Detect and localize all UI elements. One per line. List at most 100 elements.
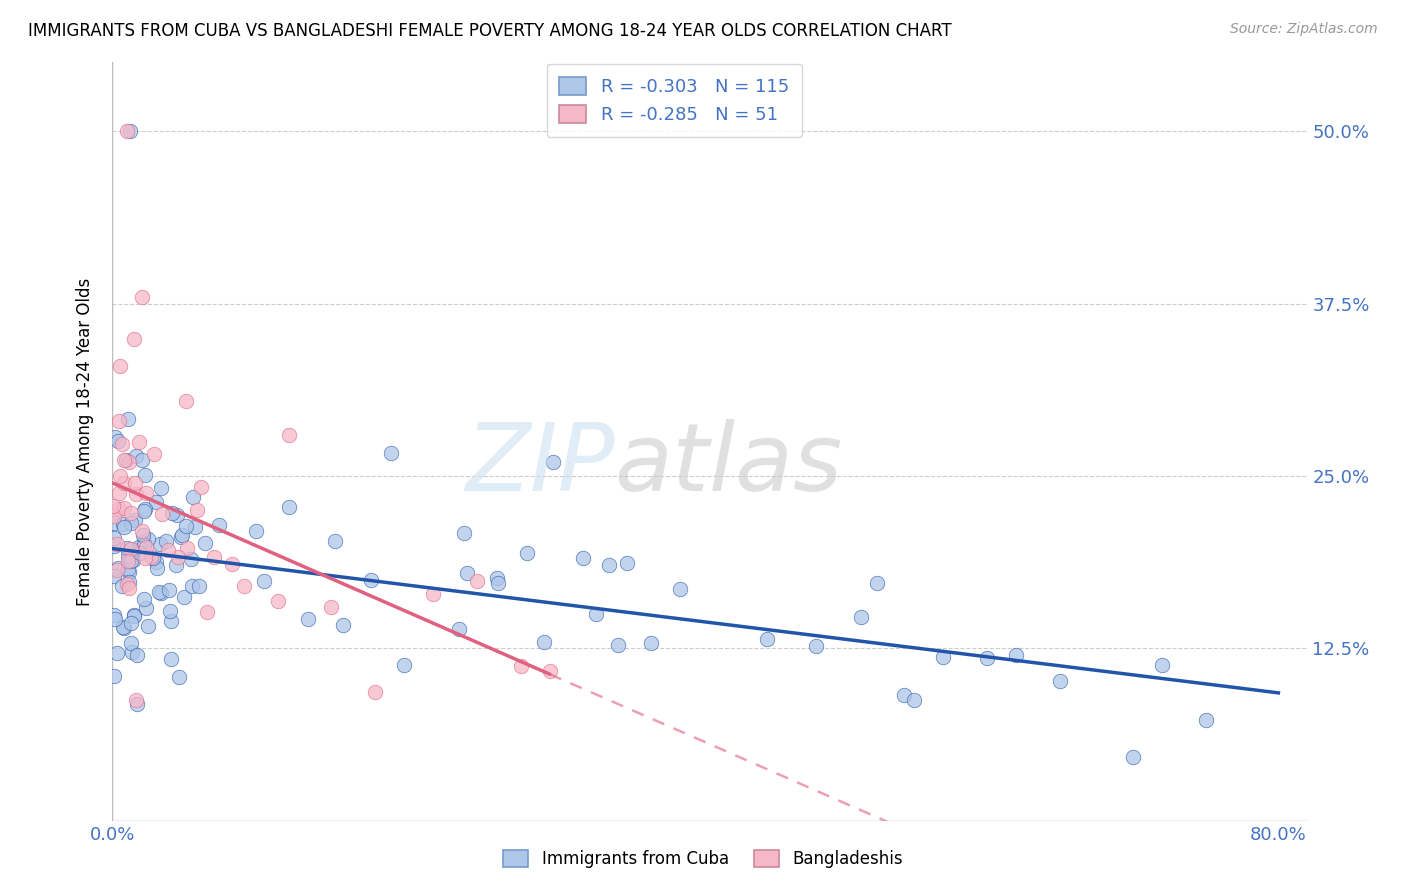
Point	[132, 538, 155, 552]
Text: ZIP: ZIP	[465, 418, 614, 510]
Point	[166, 508, 188, 522]
Point	[125, 487, 148, 501]
Point	[135, 601, 157, 615]
Point	[107, 561, 129, 575]
Point	[128, 546, 150, 560]
Point	[117, 549, 139, 564]
Point	[103, 516, 125, 530]
Point	[145, 494, 167, 508]
Point	[1122, 750, 1144, 764]
Point	[117, 582, 139, 596]
Legend: Immigrants from Cuba, Bangladeshis: Immigrants from Cuba, Bangladeshis	[496, 843, 910, 875]
Point	[572, 551, 595, 566]
Point	[165, 558, 187, 572]
Point	[509, 658, 531, 673]
Point	[101, 499, 124, 513]
Point	[640, 636, 662, 650]
Point	[155, 533, 177, 548]
Point	[849, 609, 872, 624]
Point	[142, 550, 165, 565]
Point	[120, 541, 142, 556]
Point	[120, 636, 142, 650]
Point	[174, 519, 197, 533]
Point	[103, 607, 125, 622]
Point	[104, 612, 127, 626]
Point	[1150, 657, 1173, 672]
Point	[245, 524, 267, 538]
Point	[360, 573, 382, 587]
Text: IMMIGRANTS FROM CUBA VS BANGLADESHI FEMALE POVERTY AMONG 18-24 YEAR OLDS CORRELA: IMMIGRANTS FROM CUBA VS BANGLADESHI FEMA…	[28, 22, 952, 40]
Point	[893, 688, 915, 702]
Point	[465, 574, 488, 589]
Point	[538, 665, 561, 679]
Point	[172, 527, 194, 541]
Point	[173, 590, 195, 604]
Point	[208, 517, 231, 532]
Point	[120, 616, 142, 631]
Point	[120, 554, 142, 568]
Point	[115, 124, 138, 138]
Point	[149, 537, 172, 551]
Point	[485, 571, 508, 585]
Point	[181, 491, 204, 505]
Point	[202, 550, 225, 565]
Point	[169, 669, 191, 683]
Point	[105, 537, 128, 551]
Point	[267, 594, 290, 608]
Point	[124, 513, 146, 527]
Point	[136, 619, 159, 633]
Point	[136, 532, 159, 546]
Point	[756, 632, 779, 646]
Point	[277, 500, 299, 514]
Point	[118, 565, 141, 579]
Point	[103, 669, 125, 683]
Point	[118, 574, 141, 589]
Point	[159, 604, 181, 618]
Point	[181, 579, 204, 593]
Point	[252, 574, 274, 588]
Point	[118, 455, 141, 469]
Point	[111, 579, 134, 593]
Point	[585, 607, 607, 621]
Point	[134, 551, 156, 566]
Point	[194, 536, 217, 550]
Point	[115, 541, 138, 556]
Point	[108, 469, 131, 483]
Point	[422, 586, 444, 600]
Point	[125, 698, 148, 712]
Point	[319, 600, 342, 615]
Point	[148, 585, 170, 599]
Point	[122, 332, 145, 346]
Point	[277, 427, 299, 442]
Point	[157, 543, 180, 558]
Point	[103, 509, 125, 524]
Point	[456, 566, 478, 580]
Point	[131, 524, 153, 538]
Point	[108, 502, 131, 516]
Point	[533, 635, 555, 649]
Point	[162, 506, 184, 520]
Point	[122, 608, 145, 623]
Point	[150, 507, 173, 521]
Point	[134, 502, 156, 516]
Point	[323, 534, 346, 549]
Point	[669, 582, 692, 596]
Point	[180, 552, 202, 566]
Point	[516, 545, 538, 559]
Point	[111, 436, 134, 450]
Point	[616, 556, 638, 570]
Point	[117, 577, 139, 591]
Point	[124, 476, 146, 491]
Point	[132, 591, 155, 606]
Point	[866, 576, 889, 591]
Point	[118, 124, 141, 138]
Point	[122, 607, 145, 622]
Point	[125, 693, 148, 707]
Point	[160, 614, 183, 628]
Point	[117, 412, 139, 426]
Point	[134, 468, 156, 483]
Point	[174, 393, 197, 408]
Point	[297, 612, 319, 626]
Point	[112, 453, 135, 467]
Point	[486, 576, 509, 591]
